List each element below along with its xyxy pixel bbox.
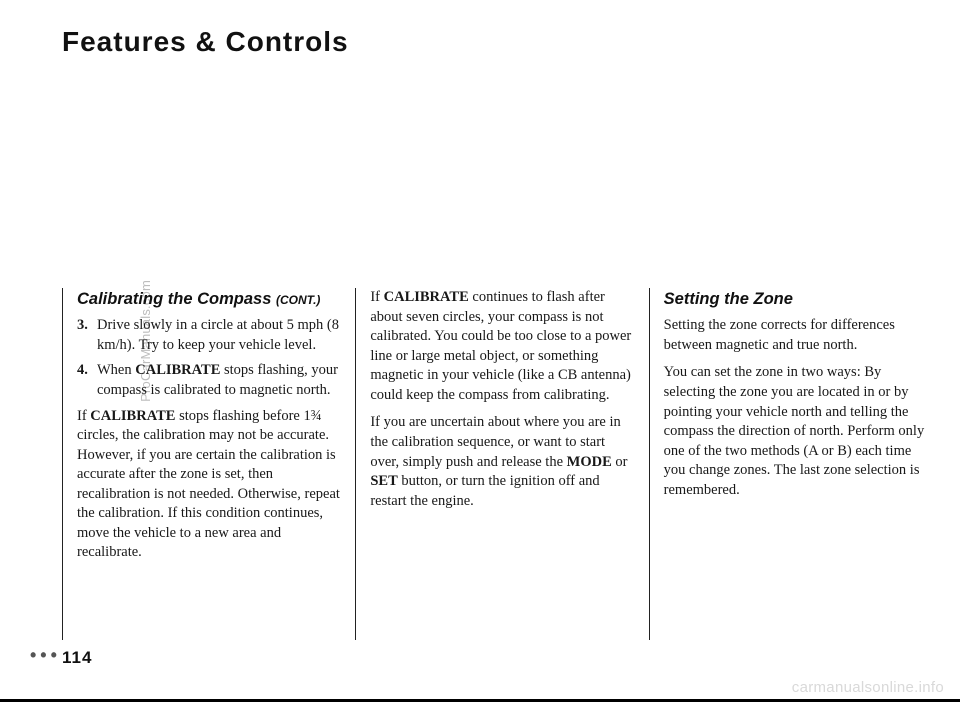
bold-set: SET (370, 473, 397, 489)
page-dots: ••• (30, 645, 61, 666)
text: button, or turn the ignition off and res… (370, 473, 599, 509)
paragraph: Setting the zone corrects for difference… (664, 316, 930, 355)
list-item-4: 4. When CALIBRATE stops flashing, your c… (77, 361, 343, 400)
bold-calibrate: CALIBRATE (135, 362, 220, 378)
bold-calibrate: CALIBRATE (90, 408, 175, 424)
page-title: Features & Controls (62, 26, 349, 58)
list-text: When CALIBRATE stops flashing, your comp… (97, 361, 343, 400)
bold-mode: MODE (567, 454, 612, 470)
column-3: Setting the Zone Setting the zone correc… (649, 288, 942, 640)
section-heading-calibrating: Calibrating the Compass (CONT.) (77, 288, 343, 310)
list-item-3: 3. Drive slowly in a circle at about 5 m… (77, 316, 343, 355)
heading-text: Calibrating the Compass (77, 290, 271, 308)
paragraph: If CALIBRATE continues to flash after ab… (370, 288, 636, 405)
content-columns: Calibrating the Compass (CONT.) 3. Drive… (62, 288, 942, 640)
list-text: Drive slowly in a circle at about 5 mph … (97, 316, 343, 355)
paragraph: If you are uncertain about where you are… (370, 413, 636, 511)
column-2: If CALIBRATE continues to flash after ab… (355, 288, 648, 640)
paragraph: You can set the zone in two ways: By sel… (664, 363, 930, 500)
text: If (77, 408, 90, 424)
watermark: carmanualsonline.info (792, 679, 944, 696)
text: or (612, 454, 628, 470)
text: When (97, 362, 135, 378)
bold-calibrate: CALIBRATE (384, 289, 469, 305)
text: If (370, 289, 383, 305)
section-heading-zone: Setting the Zone (664, 288, 930, 310)
list-number: 4. (77, 361, 91, 400)
column-1: Calibrating the Compass (CONT.) 3. Drive… (62, 288, 355, 640)
heading-cont: (CONT.) (276, 293, 320, 307)
page-number: 114 (62, 648, 92, 668)
manual-page: Features & Controls ProCarManuals.com Ca… (0, 0, 960, 702)
text: continues to flash after about seven cir… (370, 289, 631, 403)
paragraph: If CALIBRATE stops flashing before 1¾ ci… (77, 407, 343, 564)
list-number: 3. (77, 316, 91, 355)
text: stops flashing before 1¾ circles, the ca… (77, 408, 340, 561)
